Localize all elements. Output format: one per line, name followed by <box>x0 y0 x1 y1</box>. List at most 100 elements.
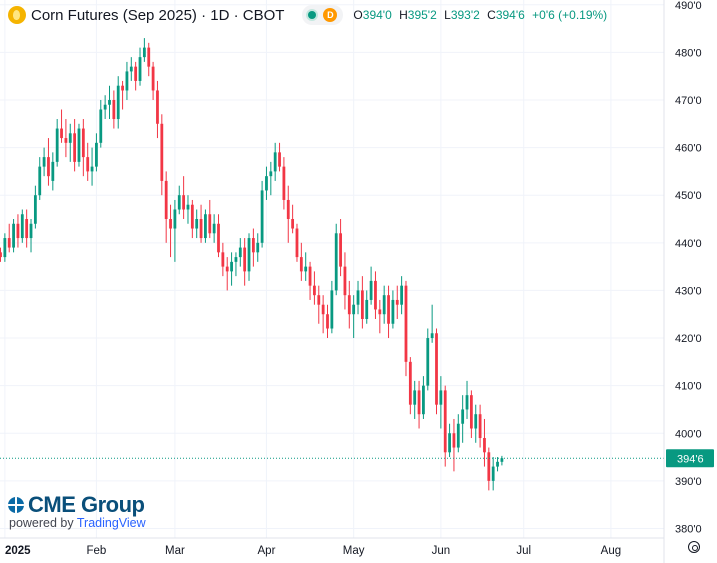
candle-body <box>260 190 264 243</box>
candle <box>417 380 421 429</box>
candle-body <box>38 166 42 196</box>
candle-body <box>278 152 281 167</box>
candle <box>491 457 495 491</box>
candle <box>51 152 55 191</box>
candle <box>160 114 164 196</box>
candle <box>452 418 456 472</box>
candle-body <box>299 257 303 272</box>
price-tick-label: 400'0 <box>675 428 702 440</box>
high-label: H <box>399 8 408 22</box>
candle <box>374 271 377 319</box>
candle <box>212 214 216 243</box>
candle-body <box>238 247 242 258</box>
candle-body <box>12 223 15 248</box>
candle <box>382 285 386 324</box>
candle-body <box>469 395 473 429</box>
candle-body <box>426 338 430 386</box>
candle <box>7 223 11 253</box>
candle-body <box>243 247 247 272</box>
candle <box>230 252 233 286</box>
candle <box>356 280 360 315</box>
candle <box>103 95 107 120</box>
time-tick-label: 2025 <box>5 545 31 557</box>
candle-body <box>500 458 504 462</box>
time-tick-label: Apr <box>258 545 276 557</box>
candle <box>456 414 460 453</box>
open-value: 394'0 <box>362 8 392 22</box>
candle-body <box>125 71 129 91</box>
price-tick-label: 430'0 <box>675 285 702 297</box>
status-pill[interactable]: D <box>302 5 344 25</box>
candle-body <box>160 123 164 181</box>
cme-group-logo[interactable]: CME Group <box>8 492 145 518</box>
candle-body <box>408 361 412 405</box>
candle-body <box>430 333 434 339</box>
candle <box>321 295 325 334</box>
candle <box>443 385 447 467</box>
candle-body <box>417 390 421 415</box>
candle-body <box>343 266 347 296</box>
candle-body <box>25 219 29 239</box>
candle-body <box>217 223 220 253</box>
chart-settings-icon[interactable] <box>688 541 700 553</box>
candle <box>469 390 473 439</box>
candle <box>387 285 390 339</box>
candle <box>278 142 281 172</box>
ohlc-values: O394'0 H395'2 L393'2 C394'6 +0'6 (+0.19%… <box>353 8 607 22</box>
candle <box>90 147 94 186</box>
close-label: C <box>487 8 496 22</box>
candle-body <box>230 261 233 272</box>
candle-body <box>291 219 295 229</box>
candle <box>77 123 81 167</box>
candle-body <box>164 180 168 220</box>
candle <box>38 157 42 200</box>
candle-body <box>112 99 116 120</box>
symbol-title[interactable]: Corn Futures (Sep 2025) · 1D · CBOT <box>31 6 285 24</box>
candle-body <box>47 157 50 177</box>
candle-body <box>204 214 207 239</box>
candle <box>186 195 190 224</box>
candle <box>68 123 72 162</box>
candle-body <box>142 47 146 58</box>
candle <box>478 404 482 448</box>
candle-body <box>51 161 55 181</box>
time-axis[interactable]: 2025 Feb Mar Apr May Jun Jul Aug <box>0 537 664 557</box>
candle-body <box>73 133 77 162</box>
price-tick-label: 450'0 <box>675 190 702 202</box>
candle-body <box>55 128 59 162</box>
candle-body <box>99 109 103 143</box>
candle-body <box>461 409 465 424</box>
powered-by-tradingview[interactable]: powered by TradingView <box>9 516 146 530</box>
time-tick-label: Jun <box>432 545 451 557</box>
last-price-label: 394'6 <box>677 453 704 465</box>
candle-body <box>382 295 386 315</box>
candle <box>169 204 172 258</box>
candle <box>95 133 98 172</box>
candle-body <box>496 461 499 467</box>
candle <box>147 42 151 77</box>
candle-body <box>103 104 107 110</box>
price-axis[interactable]: 490'0 480'0 470'0 460'0 450'0 440'0 430'0 420'0… <box>663 0 714 563</box>
candle-body <box>339 233 342 267</box>
candle <box>208 199 212 239</box>
candle <box>435 328 438 415</box>
candle <box>269 161 273 196</box>
corn-symbol-icon[interactable] <box>8 6 26 24</box>
candle <box>42 147 46 177</box>
candle <box>430 304 434 343</box>
candle-body <box>169 219 172 229</box>
candle <box>164 171 168 243</box>
tradingview-link[interactable]: TradingView <box>76 516 146 530</box>
price-tick-label: 460'0 <box>675 143 702 155</box>
candle-body <box>147 47 151 67</box>
price-tick-label: 470'0 <box>675 95 702 107</box>
candle-body <box>64 138 68 143</box>
candle <box>16 214 20 248</box>
market-open-dot-icon <box>308 11 317 19</box>
candle <box>47 138 50 186</box>
candle <box>295 223 299 262</box>
candle <box>395 285 399 319</box>
candle-body <box>190 204 194 229</box>
candle-body <box>251 238 255 253</box>
